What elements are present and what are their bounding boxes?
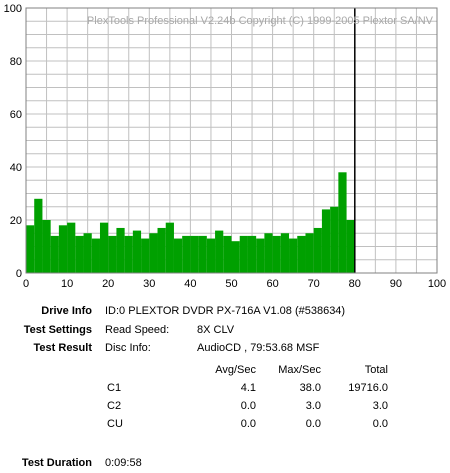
x-tick-label: 100 xyxy=(428,278,446,290)
drive-info-label: Drive Info xyxy=(41,305,92,317)
disc-info-value: AudioCD , 79:53.68 MSF xyxy=(197,342,320,354)
c1-bar xyxy=(289,238,298,273)
stat-row-max: 0.0 xyxy=(305,418,321,430)
test-duration-label: Test Duration xyxy=(21,457,92,469)
test-result-label: Test Result xyxy=(33,342,92,354)
y-tick-label: 40 xyxy=(10,162,22,174)
c1-bar xyxy=(338,172,347,273)
y-tick-label: 80 xyxy=(10,56,22,68)
c1-bar xyxy=(91,238,100,273)
y-tick-label: 20 xyxy=(10,215,22,227)
stat-row-name: C1 xyxy=(107,382,122,394)
max-header: Max/Sec xyxy=(278,364,321,376)
x-tick-label: 10 xyxy=(61,278,73,290)
error-rate-chart: PlexTools Professional V2.24b Copyright … xyxy=(4,3,447,290)
c1-bar xyxy=(26,225,35,273)
watermark: PlexTools Professional V2.24b Copyright … xyxy=(87,15,434,27)
x-tick-label: 90 xyxy=(390,278,402,290)
c1-bar xyxy=(198,235,207,273)
x-tick-label: 50 xyxy=(225,278,237,290)
c1-bar xyxy=(67,222,76,273)
c1-bar xyxy=(305,233,314,273)
c1-bar xyxy=(124,235,133,273)
stat-row-max: 38.0 xyxy=(299,382,321,394)
c1-bar xyxy=(108,235,117,273)
x-tick-label: 30 xyxy=(143,278,155,290)
disc-info-label: Disc Info: xyxy=(105,342,151,354)
c1-bar xyxy=(206,238,216,273)
c1-bar xyxy=(239,235,248,273)
c1-bar xyxy=(272,235,281,273)
x-tick-label: 60 xyxy=(266,278,278,290)
c1-bar xyxy=(149,233,158,273)
stat-row-avg: 0.0 xyxy=(240,418,256,430)
y-tick-label: 0 xyxy=(16,268,22,280)
c1-bar xyxy=(141,238,150,273)
x-tick-label: 70 xyxy=(308,278,320,290)
c1-bar xyxy=(223,235,232,273)
drive-info-value: ID:0 PLEXTOR DVDR PX-716A V1.08 (#538634… xyxy=(105,305,346,317)
stat-row-total: 3.0 xyxy=(372,400,388,412)
y-tick-label: 60 xyxy=(10,109,22,121)
y-axis-ticks: 0 20 40 60 80 100 xyxy=(4,3,22,280)
c1-bar xyxy=(280,233,290,273)
stat-row-name: C2 xyxy=(107,400,122,412)
avg-header: Avg/Sec xyxy=(215,364,256,376)
c1-bar xyxy=(321,209,331,273)
c1-bar xyxy=(157,227,166,273)
c1-bar xyxy=(116,227,125,273)
stat-row-max: 3.0 xyxy=(305,400,321,412)
stat-row-name: CU xyxy=(107,418,123,430)
x-axis-ticks: 0 10 20 30 40 50 60 70 80 90 100 xyxy=(23,278,446,290)
c1-bar xyxy=(58,225,68,273)
read-speed-value: 8X CLV xyxy=(197,324,235,336)
x-tick-label: 80 xyxy=(349,278,361,290)
c1-bar xyxy=(190,235,199,273)
c1-bar xyxy=(42,220,51,273)
c1-bar xyxy=(264,233,273,273)
stat-row-avg: 0.0 xyxy=(240,400,256,412)
stat-row-total: 19716.0 xyxy=(348,382,388,394)
stat-row-avg: 4.1 xyxy=(240,382,256,394)
c1-bar xyxy=(99,222,109,273)
c1-bar xyxy=(231,241,240,273)
c1-bar xyxy=(173,238,183,273)
c1-bar xyxy=(132,230,142,273)
c1-bar xyxy=(50,235,59,273)
x-tick-label: 20 xyxy=(102,278,114,290)
x-tick-label: 0 xyxy=(23,278,29,290)
c1-bar xyxy=(330,206,339,273)
total-header: Total xyxy=(364,364,388,376)
c1-bar xyxy=(256,238,265,273)
stat-row-total: 0.0 xyxy=(372,418,388,430)
test-duration-value: 0:09:58 xyxy=(105,457,142,469)
c1-bar xyxy=(346,220,355,273)
c1-bars xyxy=(26,172,355,273)
c1-bar xyxy=(75,235,84,273)
c1-bar xyxy=(247,235,257,273)
x-tick-label: 40 xyxy=(184,278,196,290)
c1-bar xyxy=(182,235,191,273)
read-speed-label: Read Speed: xyxy=(105,324,170,336)
c1-bar xyxy=(215,230,224,273)
y-tick-label: 100 xyxy=(4,3,22,15)
plot-frame xyxy=(25,7,438,274)
c1-bar xyxy=(313,227,322,273)
c1-bar xyxy=(165,222,174,273)
c1-bar xyxy=(297,235,306,273)
test-settings-label: Test Settings xyxy=(23,324,92,336)
c1-bar xyxy=(34,198,43,273)
c1-bar xyxy=(83,233,92,273)
